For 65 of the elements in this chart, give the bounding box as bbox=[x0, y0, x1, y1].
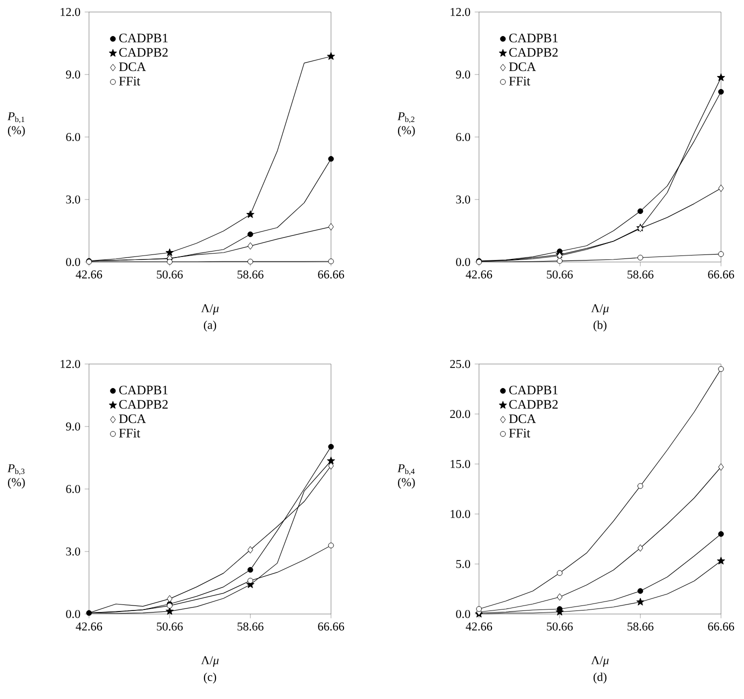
x-tick-label: 42.66 bbox=[76, 622, 102, 631]
x-tick-label: 42.66 bbox=[76, 270, 102, 279]
x-tick-label: 66.66 bbox=[318, 622, 344, 631]
y-axis-title: P$_{b,1}$ (%) bbox=[7, 112, 25, 137]
x-tick-label: 58.66 bbox=[238, 270, 264, 279]
y-tick-label: 0.0 bbox=[66, 258, 80, 266]
x-tick-label: 66.66 bbox=[318, 270, 344, 279]
x-axis-title: Λ/μ bbox=[201, 656, 219, 667]
text: (c) bbox=[204, 672, 216, 684]
x-tick-label: 42.66 bbox=[466, 270, 492, 279]
legend-label: FFit bbox=[509, 76, 530, 86]
y-tick-label: 5.0 bbox=[456, 560, 470, 568]
x-tick-label: 50.66 bbox=[546, 270, 573, 279]
legend-label: CADPB1 bbox=[119, 386, 168, 394]
x-tick-label: 58.66 bbox=[628, 622, 654, 631]
x-tick-label: 42.66 bbox=[466, 622, 492, 631]
y-axis-title: P$_{b,4}$ (%) bbox=[397, 464, 415, 489]
legend-label: DCA bbox=[509, 62, 536, 72]
y-tick-label: 12.0 bbox=[60, 360, 80, 368]
legend-label: CADPB1 bbox=[509, 386, 558, 394]
y-tick-label: 0.0 bbox=[456, 610, 470, 618]
x-axis-title: Λ/μ bbox=[201, 304, 219, 315]
text: (a) bbox=[204, 320, 216, 332]
legend-label: DCA bbox=[509, 414, 536, 424]
legend-label: CADPB1 bbox=[509, 34, 558, 42]
x-tick-label: 66.66 bbox=[708, 270, 734, 279]
y-tick-label: 0.0 bbox=[66, 610, 80, 618]
legend-label: CADPB2 bbox=[119, 48, 168, 57]
legend-label: FFit bbox=[119, 428, 140, 438]
x-tick-label: 50.66 bbox=[156, 270, 183, 279]
y-tick-label: 9.0 bbox=[66, 70, 80, 79]
y-tick-label: 3.0 bbox=[66, 547, 80, 556]
x-tick-label: 66.66 bbox=[708, 622, 734, 631]
y-tick-label: 6.0 bbox=[66, 132, 80, 142]
y-tick-label: 20.0 bbox=[450, 410, 470, 418]
legend-label: DCA bbox=[119, 414, 146, 424]
legend-label: CADPB2 bbox=[509, 400, 558, 409]
y-tick-label: 6.0 bbox=[456, 132, 470, 142]
y-axis-title: P$_{b,3}$ (%) bbox=[7, 464, 25, 489]
x-tick-label: 58.66 bbox=[238, 622, 264, 631]
y-axis-title: P$_{b,2}$ (%) bbox=[397, 112, 415, 137]
x-tick-label: 58.66 bbox=[628, 270, 654, 279]
y-tick-label: 12.0 bbox=[450, 8, 470, 16]
y-tick-label: 6.0 bbox=[66, 484, 80, 494]
x-tick-label: 50.66 bbox=[156, 622, 183, 631]
text: (d) bbox=[594, 672, 606, 684]
y-tick-label: 0.0 bbox=[456, 258, 470, 266]
y-tick-label: 3.0 bbox=[456, 195, 470, 204]
y-tick-label: 10.0 bbox=[450, 510, 470, 518]
y-tick-label: 25.0 bbox=[450, 360, 470, 368]
y-tick-label: 9.0 bbox=[456, 70, 470, 79]
legend-label: DCA bbox=[119, 62, 146, 72]
y-tick-label: 3.0 bbox=[66, 195, 80, 204]
y-tick-label: 9.0 bbox=[66, 422, 80, 431]
legend-label: FFit bbox=[119, 76, 140, 86]
x-tick-label: 50.66 bbox=[546, 622, 573, 631]
legend-label: CADPB1 bbox=[119, 34, 168, 42]
x-axis-title: Λ/μ bbox=[591, 304, 609, 315]
y-tick-label: 12.0 bbox=[60, 8, 80, 16]
text: (b) bbox=[594, 320, 606, 332]
y-tick-label: 15.0 bbox=[450, 460, 470, 468]
legend-label: FFit bbox=[509, 428, 530, 438]
x-axis-title: Λ/μ bbox=[591, 656, 609, 667]
legend-label: CADPB2 bbox=[509, 48, 558, 57]
legend-label: CADPB2 bbox=[119, 400, 168, 409]
